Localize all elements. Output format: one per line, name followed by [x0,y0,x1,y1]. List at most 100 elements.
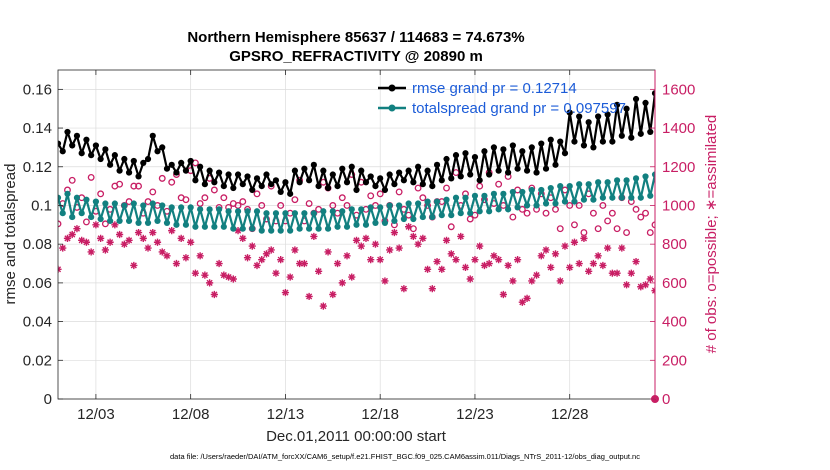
y-tick-label-right: 200 [662,352,687,369]
series-point [604,179,611,186]
assimilated-obs-marker [305,292,313,301]
series-point [348,163,355,170]
series-point [348,206,355,213]
series-point [471,153,479,161]
series-point [433,198,441,205]
series-point [343,179,351,186]
assimilated-obs-marker [566,263,574,271]
assimilated-obs-marker [210,290,218,299]
y-tick-label-left: 0.04 [23,314,52,331]
assimilated-obs-marker [73,225,81,233]
series-point [410,215,417,223]
plot-area [58,70,655,399]
series-point [130,157,137,165]
x-tick-label: 12/03 [77,406,115,423]
assimilated-obs-marker [243,254,252,262]
possible-obs-marker [253,190,261,198]
series-point [505,169,512,176]
assimilated-obs-marker [177,234,185,242]
axes: 12/03 12/08 12/13 12/18 12/23 12/28 0 0.02 0.04 0… [23,70,695,423]
series-point [102,200,109,207]
possible-obs-marker [443,184,450,192]
series-point [400,177,407,184]
series-point [471,192,479,199]
series-point [362,179,370,186]
series-point [576,181,583,188]
series-point [97,215,104,223]
assimilated-obs-marker [438,265,446,273]
assimilated-obs-marker [608,269,616,277]
series-point [263,171,270,178]
assimilated-obs-marker [262,250,271,258]
assimilated-obs-marker [234,227,242,235]
assimilated-obs-marker [513,256,522,264]
assimilated-obs-marker [172,259,181,268]
series-point [386,202,393,209]
series-point [244,173,251,180]
series-point [514,204,521,211]
series-point [163,165,171,172]
x-tick-label: 12/23 [456,406,494,423]
series-point [509,142,516,149]
series-point [253,175,261,182]
series-point [310,210,317,217]
series-point [557,183,564,190]
series-point [618,194,625,201]
series-point [424,167,431,174]
series-point [329,208,336,215]
possible-obs-marker [556,225,564,233]
series-point [197,206,204,213]
series-point [462,194,469,201]
assimilated-obs-marker [604,244,612,252]
series-point [410,179,417,186]
series-point [301,210,308,217]
series-point [121,155,128,163]
y-axis-label-left: rmse and totalspread [2,164,19,305]
series-point [590,196,597,203]
series-point [414,163,422,170]
y-tick-label-left: 0.02 [23,352,52,369]
series-point [452,152,460,159]
series-point [135,219,142,226]
assimilated-obs-marker [551,250,560,258]
series-point [433,161,441,168]
assimilated-obs-marker [632,257,640,266]
series-point [73,194,81,201]
possible-obs-marker [87,173,95,181]
series-point [187,157,194,165]
series-point [519,188,526,196]
series-point [296,179,303,186]
series-point [116,167,123,174]
possible-obs-marker [305,200,313,207]
x-axis-label: Dec.01,2011 00:00:00 start [266,428,447,445]
assimilated-obs-marker [523,294,531,302]
series-point [268,227,275,234]
series-point [263,210,270,217]
assimilated-obs-marker [362,234,370,242]
x-tick-label: 12/18 [361,406,399,423]
series-point [324,184,332,192]
series-point [457,210,464,217]
series-point [140,202,147,209]
possible-obs-marker [220,194,228,202]
series-line [58,92,655,195]
series-point [651,90,655,97]
series-point [358,167,365,174]
possible-obs-marker [82,218,90,226]
series-point [523,167,531,174]
series-point [538,140,545,147]
assimilated-obs-marker [134,228,143,237]
assimilated-obs-marker [78,236,86,244]
series-point [73,132,81,139]
series-point [628,194,635,201]
y-tick-label-right: 400 [662,314,687,331]
assimilated-obs-marker [381,277,389,285]
assimilated-obs-marker [120,240,128,248]
assimilated-obs-marker [637,283,645,291]
assimilated-obs-marker [428,285,436,293]
series-point [623,177,630,184]
series-point [320,208,327,215]
series-point [58,194,62,201]
possible-obs-marker [566,202,574,209]
